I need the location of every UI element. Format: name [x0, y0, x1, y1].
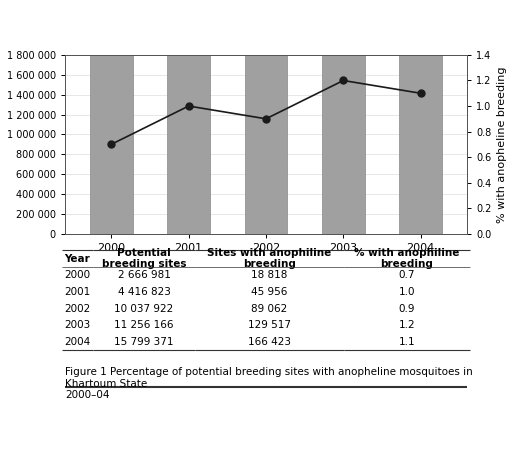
Text: Figure 1 Percentage of potential breeding sites with anopheline mosquitoes in Kh: Figure 1 Percentage of potential breedin… — [65, 367, 473, 400]
Bar — [245, 0, 287, 234]
Y-axis label: % with anopheline breeding: % with anopheline breeding — [497, 66, 507, 223]
Bar — [400, 0, 442, 234]
Bar — [167, 0, 210, 234]
Bar — [322, 0, 365, 234]
Bar — [90, 0, 132, 234]
Y-axis label: No. of potential breeding sites: No. of potential breeding sites — [0, 60, 1, 229]
